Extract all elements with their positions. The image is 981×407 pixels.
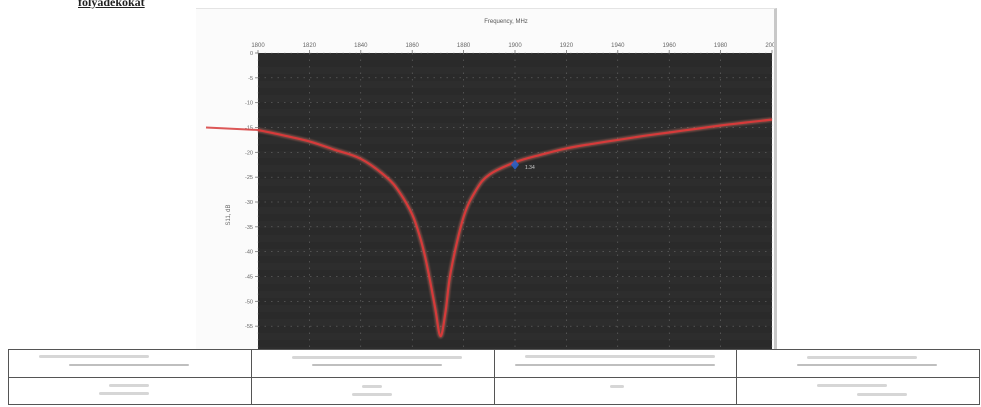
table-cell	[736, 349, 980, 378]
table-cell	[493, 376, 738, 405]
y-tick-label: -50	[245, 299, 253, 305]
y-tick-label: -10	[245, 101, 253, 107]
table-row	[8, 349, 980, 378]
data-table	[8, 349, 980, 405]
marker-point	[511, 159, 519, 170]
table-cell	[250, 376, 495, 405]
x-tick-label: 1800	[251, 43, 265, 49]
x-tick-label: 1840	[354, 43, 368, 49]
plot-area	[258, 53, 772, 349]
y-tick-label: -25	[245, 175, 253, 181]
table-cell	[8, 349, 252, 378]
x-tick-label: 1860	[406, 43, 420, 49]
marker-label: 1.34	[525, 165, 535, 171]
x-tick-label: 1960	[663, 43, 677, 49]
x-tick-label: 1980	[714, 43, 728, 49]
y-tick-label: 0	[250, 51, 253, 57]
table-cell	[736, 376, 980, 405]
y-tick-label: -55	[245, 324, 253, 330]
x-axis-label: Frequency, MHz	[484, 19, 528, 25]
y-tick-label: -5	[248, 76, 253, 82]
table-cell	[493, 349, 738, 378]
x-tick-label: 1820	[303, 43, 317, 49]
figure-frame: 1800 1820 1840 1860 1880 1900 1920 1940 1960 1980…	[196, 8, 777, 349]
y-tick-label: -40	[245, 250, 253, 256]
x-tick-label: 1940	[611, 43, 625, 49]
table-row	[8, 376, 980, 405]
s11-trace	[257, 118, 773, 338]
table-cell	[8, 376, 252, 405]
y-tick-label: -15	[245, 126, 253, 132]
s11-trace-left-extension	[205, 126, 259, 131]
y-tick-label: -30	[245, 200, 253, 206]
s11-chart: 1800 1820 1840 1860 1880 1900 1920 1940 1960 1980…	[205, 19, 774, 349]
document-heading: folyadékokat	[78, 0, 145, 9]
y-tick-label: -20	[245, 150, 253, 156]
table-cell	[250, 349, 495, 378]
y-axis-label: S11, dB	[226, 205, 232, 226]
x-tick-label: 1920	[560, 43, 574, 49]
x-tick-label: 1880	[457, 43, 471, 49]
y-tick-label: -45	[245, 275, 253, 281]
x-tick-label: 1900	[508, 43, 522, 49]
y-tick-label: -35	[245, 225, 253, 231]
